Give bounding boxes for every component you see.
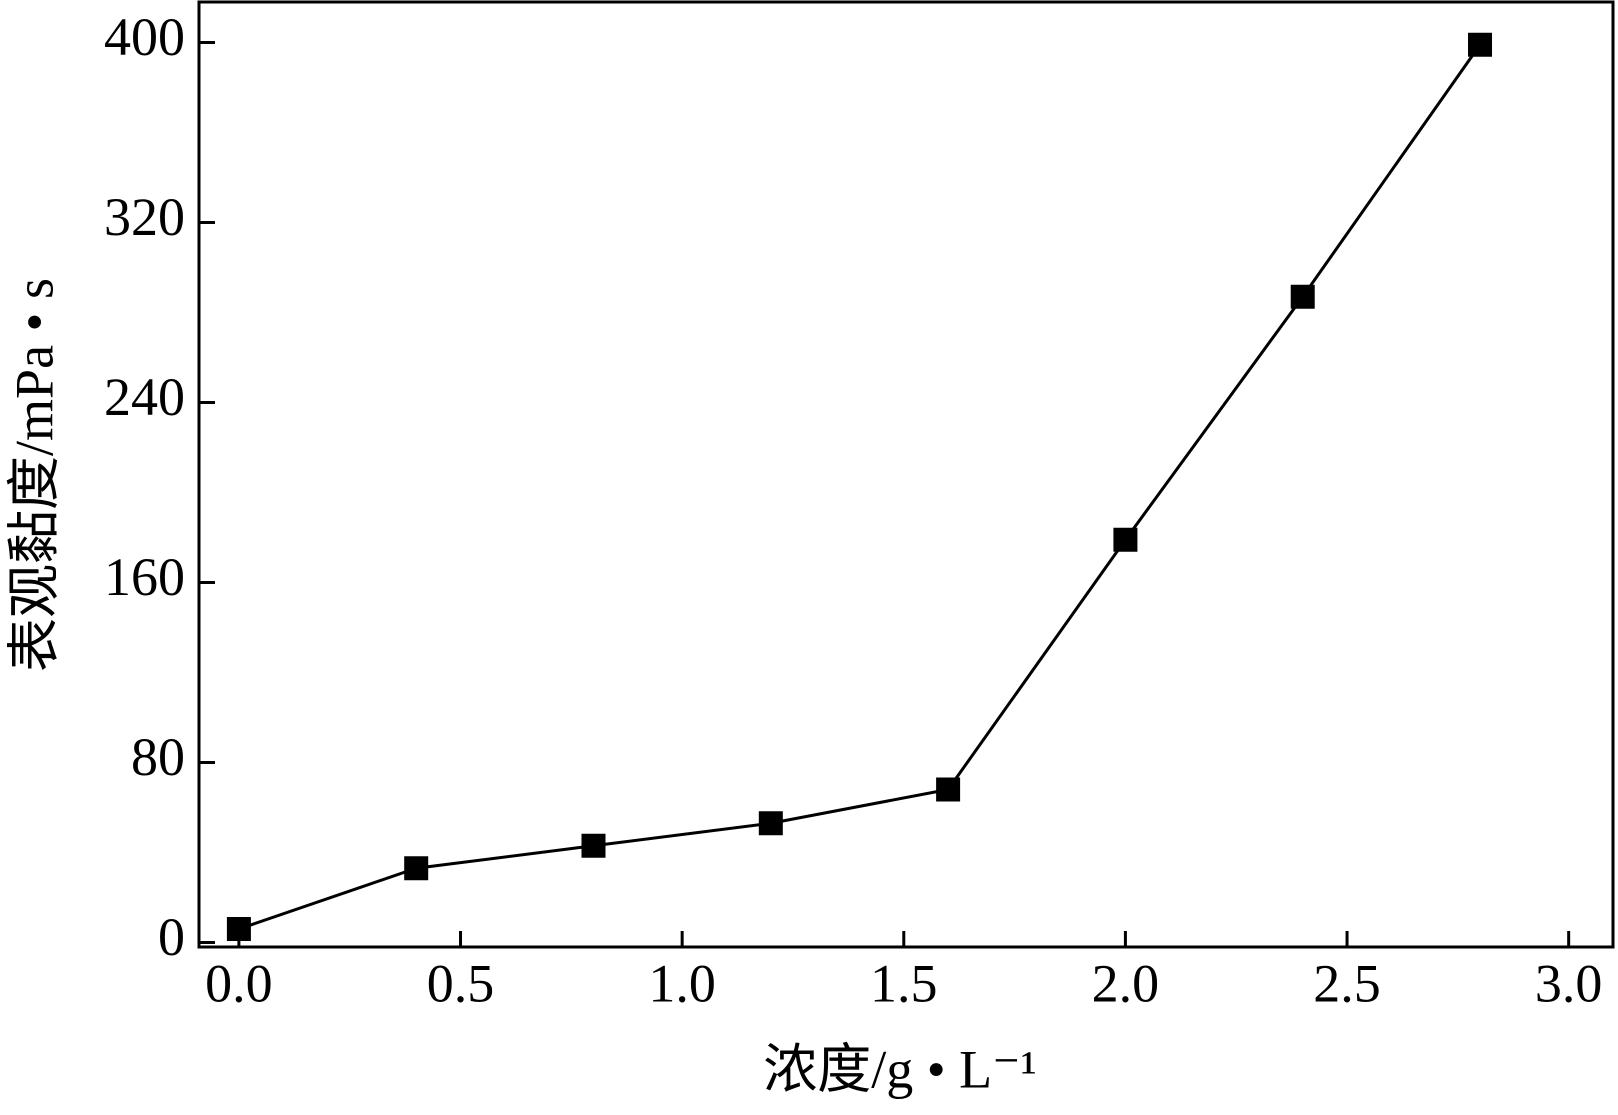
y-tick-label: 160 — [104, 547, 185, 607]
data-point — [1290, 284, 1315, 309]
data-point — [1468, 32, 1493, 57]
y-tick-label: 320 — [104, 187, 185, 247]
data-point — [1113, 527, 1138, 552]
x-tick-label: 2.0 — [1092, 953, 1160, 1013]
data-point — [404, 856, 429, 881]
y-tick-label: 80 — [131, 727, 185, 787]
data-point — [936, 777, 961, 802]
y-tick-label: 400 — [104, 7, 185, 67]
y-axis-label: 表观黏度/mPa • s — [4, 278, 64, 672]
x-tick-label: 0.0 — [205, 953, 273, 1013]
x-axis-label: 浓度/g • L⁻¹ — [763, 1039, 1037, 1099]
data-point — [758, 811, 783, 836]
y-tick-label: 240 — [104, 367, 185, 427]
data-point — [226, 917, 251, 941]
x-tick-label: 1.5 — [870, 953, 938, 1013]
x-tick-label: 2.5 — [1313, 953, 1381, 1013]
data-line — [238, 43, 1482, 931]
x-tick-label: 0.5 — [427, 953, 495, 1013]
data-point — [581, 833, 606, 858]
plot-frame — [197, 0, 1615, 949]
y-tick-label: 0 — [158, 907, 185, 967]
x-tick-label: 3.0 — [1535, 953, 1603, 1013]
x-tick-label: 1.0 — [648, 953, 716, 1013]
